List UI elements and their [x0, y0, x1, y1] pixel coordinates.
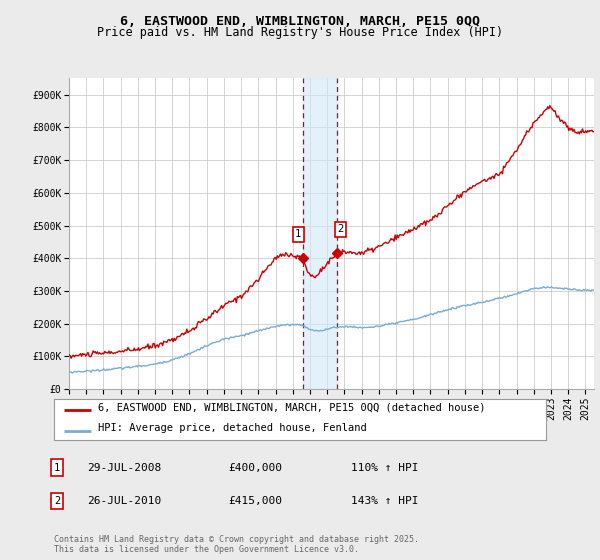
- Text: 1: 1: [54, 463, 60, 473]
- Text: HPI: Average price, detached house, Fenland: HPI: Average price, detached house, Fenl…: [98, 423, 367, 433]
- Text: 2: 2: [337, 225, 344, 235]
- Text: £415,000: £415,000: [228, 496, 282, 506]
- Text: 143% ↑ HPI: 143% ↑ HPI: [351, 496, 419, 506]
- Text: Price paid vs. HM Land Registry's House Price Index (HPI): Price paid vs. HM Land Registry's House …: [97, 26, 503, 39]
- Text: 26-JUL-2010: 26-JUL-2010: [87, 496, 161, 506]
- Text: 29-JUL-2008: 29-JUL-2008: [87, 463, 161, 473]
- Bar: [302, 78, 337, 389]
- Text: 1: 1: [295, 230, 301, 239]
- Text: 110% ↑ HPI: 110% ↑ HPI: [351, 463, 419, 473]
- Text: Contains HM Land Registry data © Crown copyright and database right 2025.
This d: Contains HM Land Registry data © Crown c…: [54, 535, 419, 554]
- Text: 2: 2: [54, 496, 60, 506]
- Text: 6, EASTWOOD END, WIMBLINGTON, MARCH, PE15 0QQ: 6, EASTWOOD END, WIMBLINGTON, MARCH, PE1…: [120, 15, 480, 27]
- Text: 6, EASTWOOD END, WIMBLINGTON, MARCH, PE15 0QQ (detached house): 6, EASTWOOD END, WIMBLINGTON, MARCH, PE1…: [98, 402, 486, 412]
- Text: £400,000: £400,000: [228, 463, 282, 473]
